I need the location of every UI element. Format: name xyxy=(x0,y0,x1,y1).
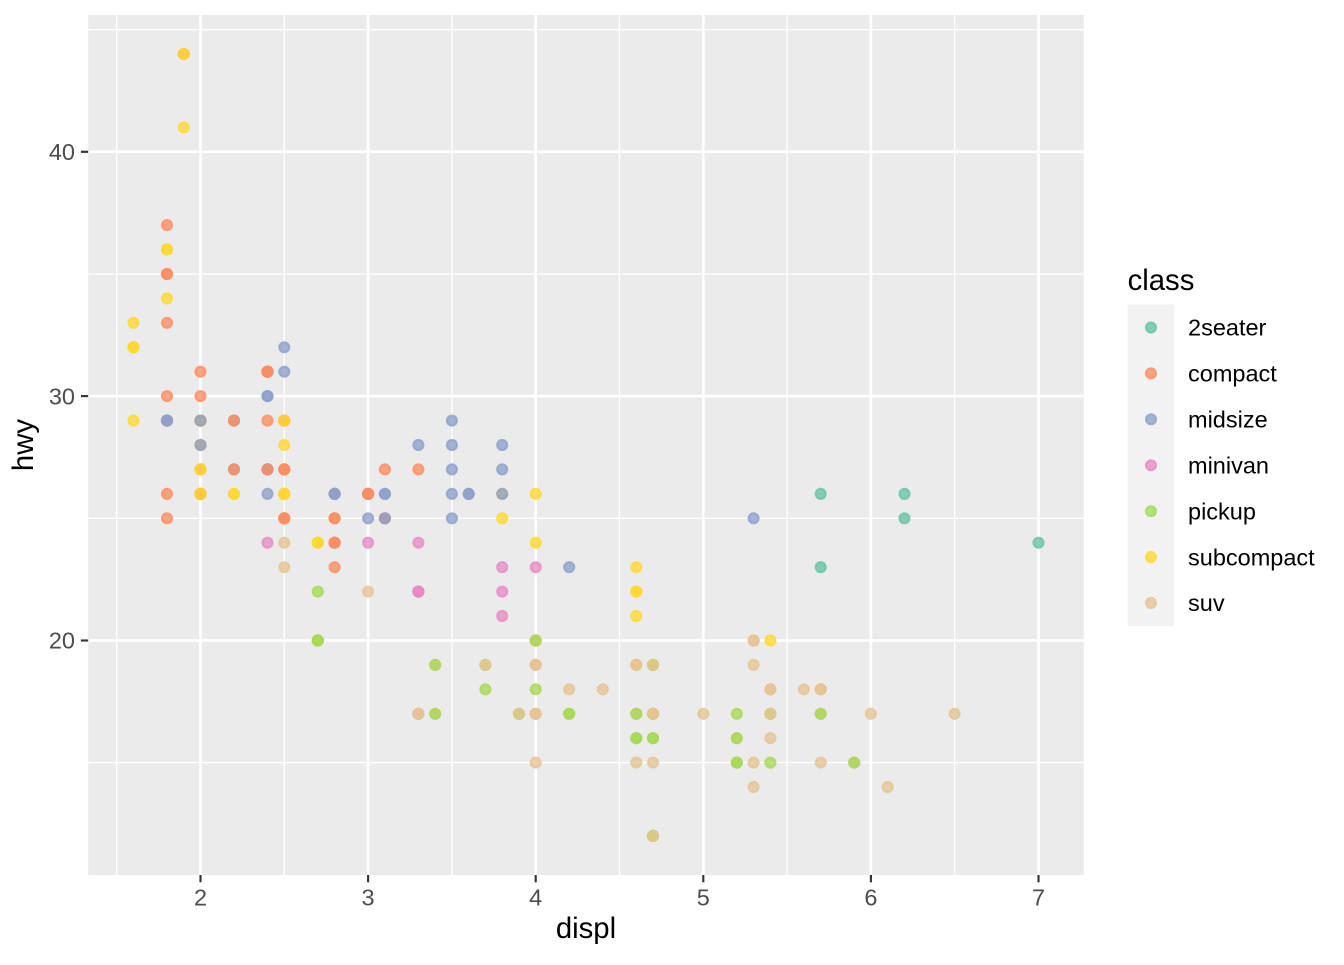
svg-text:class: class xyxy=(1128,264,1195,297)
svg-text:2seater: 2seater xyxy=(1188,315,1267,341)
svg-text:2: 2 xyxy=(194,885,207,911)
svg-text:displ: displ xyxy=(556,912,616,945)
svg-text:midsize: midsize xyxy=(1188,407,1268,433)
svg-text:minivan: minivan xyxy=(1188,453,1269,479)
svg-text:subcompact: subcompact xyxy=(1188,544,1315,570)
svg-text:40: 40 xyxy=(49,139,75,165)
svg-text:6: 6 xyxy=(864,885,877,911)
svg-text:hwy: hwy xyxy=(7,419,40,471)
svg-text:30: 30 xyxy=(49,383,75,409)
svg-text:20: 20 xyxy=(49,628,75,654)
svg-text:5: 5 xyxy=(697,885,710,911)
svg-text:7: 7 xyxy=(1032,885,1045,911)
svg-text:4: 4 xyxy=(529,885,542,911)
svg-text:suv: suv xyxy=(1188,590,1225,616)
svg-text:compact: compact xyxy=(1188,361,1277,387)
svg-text:pickup: pickup xyxy=(1188,498,1256,524)
svg-text:3: 3 xyxy=(362,885,375,911)
